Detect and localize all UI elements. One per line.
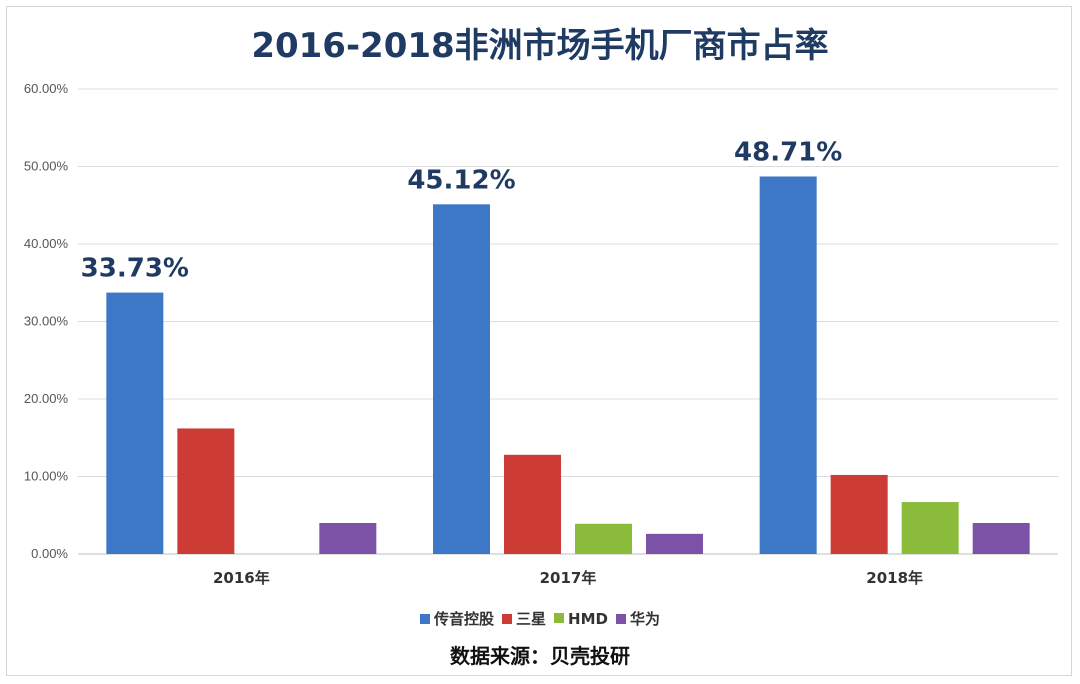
y-tick-label: 30.00% <box>24 314 69 329</box>
legend-item: 华为 <box>615 608 660 629</box>
y-tick-label: 50.00% <box>24 159 69 174</box>
gridlines <box>78 88 1058 555</box>
legend-swatch <box>554 613 565 623</box>
bar <box>575 523 632 554</box>
legend-label: HMD <box>568 609 608 628</box>
bar <box>646 533 703 554</box>
data-label: 33.73% <box>81 254 189 284</box>
chart-title: 2016-2018非洲市场手机厂商市占率 <box>251 26 829 66</box>
x-category-label: 2016年 <box>213 569 270 587</box>
bar <box>106 292 164 554</box>
x-axis-categories: 2016年 2017年 2018年 <box>213 569 923 587</box>
legend-swatch <box>502 613 513 624</box>
x-category-label: 2017年 <box>540 569 597 587</box>
legend-item: 三星 <box>502 608 546 629</box>
data-label: 45.12% <box>407 165 515 195</box>
bars <box>106 176 1030 554</box>
legend-swatch <box>615 613 626 624</box>
legend-label: 华为 <box>629 610 660 628</box>
y-tick-label: 60.00% <box>24 81 69 96</box>
legend-swatch <box>420 613 430 624</box>
y-tick-label: 20.00% <box>24 391 69 406</box>
y-axis-ticks: 0.00% 10.00% 20.00% 30.00% 40.00% 50.00% 60.00… <box>24 81 69 561</box>
bar <box>759 176 817 554</box>
chart-frame <box>6 6 1072 676</box>
bar <box>830 474 888 554</box>
data-labels: 33.73% 45.12% 48.71% <box>81 137 843 283</box>
legend-label: 三星 <box>516 610 547 628</box>
data-label: 48.71% <box>734 137 842 167</box>
legend-item: 传音控股 <box>420 608 494 629</box>
legend: 传音控股 三星 HMD 华为 <box>0 608 1080 629</box>
bar <box>433 204 490 554</box>
bar <box>319 523 377 554</box>
bar <box>177 428 235 554</box>
x-category-label: 2018年 <box>866 569 923 587</box>
source-note: 数据来源：贝壳投研 <box>450 644 630 668</box>
legend-label: 传音控股 <box>434 610 495 628</box>
legend-item: HMD <box>554 610 608 628</box>
bar <box>901 502 959 554</box>
bar <box>972 523 1030 554</box>
y-tick-label: 0.00% <box>31 546 68 561</box>
bar <box>504 454 561 554</box>
y-tick-label: 40.00% <box>24 236 69 251</box>
y-tick-label: 10.00% <box>24 469 69 484</box>
